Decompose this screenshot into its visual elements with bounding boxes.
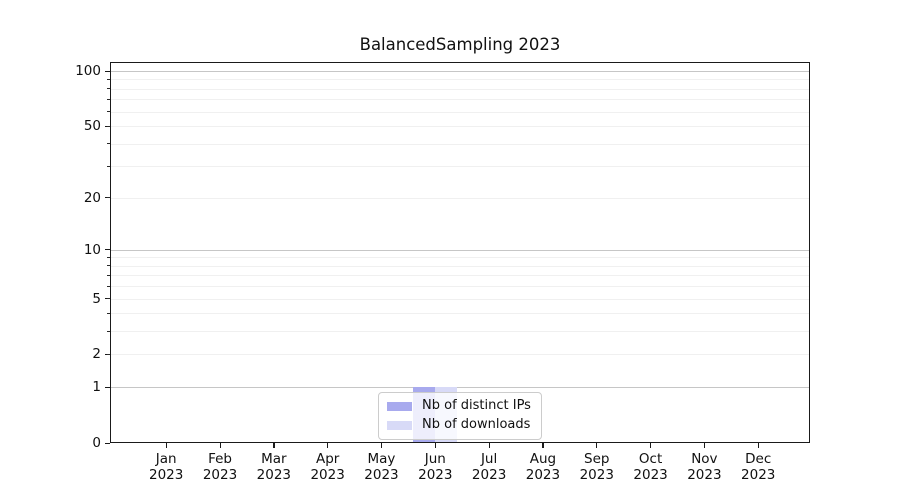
minor-gridline-70	[111, 99, 809, 101]
x-tick-label-apr: Apr 2023	[310, 451, 345, 483]
minor-gridline-9	[111, 257, 809, 259]
x-tick-jul	[488, 443, 490, 448]
minor-gridline-8	[111, 265, 809, 267]
minor-gridline-4	[111, 313, 809, 315]
distinct-ips-swatch-icon	[387, 401, 412, 411]
minor-gridline-30	[111, 166, 809, 168]
minor-gridline-90	[111, 79, 809, 81]
bar-layer	[111, 63, 809, 442]
y-tick-10	[105, 249, 110, 251]
minor-gridline-5	[111, 298, 809, 300]
y-minor-tick-50	[107, 125, 110, 127]
x-tick-apr	[327, 443, 329, 448]
chart-title: BalancedSampling 2023	[359, 35, 561, 54]
y-tick-label-5: 5	[92, 290, 101, 307]
x-tick-jan	[165, 443, 167, 448]
y-tick-label-10: 10	[83, 241, 101, 258]
x-tick-label-jul: Jul 2023	[471, 451, 507, 483]
y-minor-tick-7	[107, 274, 110, 276]
minor-gridline-3	[111, 331, 809, 333]
grid-layer	[111, 63, 809, 442]
y-tick-1	[105, 386, 110, 388]
legend-item-distinct-ips: Nb of distinct IPs	[387, 398, 531, 414]
x-tick-label-nov: Nov 2023	[687, 451, 722, 483]
x-tick-label-dec: Dec 2023	[741, 451, 776, 483]
y-minor-tick-70	[107, 98, 110, 100]
y-minor-tick-4	[107, 312, 110, 314]
x-tick-label-mar: Mar 2023	[256, 451, 291, 483]
plot-area: Nb of distinct IPs Nb of downloads	[110, 62, 810, 443]
x-tick-feb	[219, 443, 221, 448]
y-minor-tick-6	[107, 285, 110, 287]
minor-gridline-2	[111, 354, 809, 356]
major-gridline-10	[111, 249, 809, 251]
y-minor-tick-2	[107, 353, 110, 355]
downloads-swatch-icon	[387, 420, 412, 430]
x-tick-sep	[596, 443, 598, 448]
y-tick-label-50: 50	[83, 118, 101, 135]
y-minor-tick-8	[107, 265, 110, 267]
legend-label-downloads: Nb of downloads	[422, 417, 531, 432]
legend-label-distinct-ips: Nb of distinct IPs	[422, 398, 531, 413]
x-tick-label-may: May 2023	[364, 451, 399, 483]
y-minor-tick-60	[107, 111, 110, 113]
minor-gridline-80	[111, 88, 809, 90]
y-tick-label-1: 1	[92, 379, 101, 396]
major-gridline-100	[111, 71, 809, 72]
x-tick-may	[380, 443, 383, 448]
minor-gridline-60	[111, 111, 809, 113]
y-minor-tick-9	[107, 256, 110, 258]
y-minor-tick-30	[107, 165, 110, 167]
minor-gridline-50	[111, 126, 809, 128]
x-tick-aug	[542, 443, 544, 448]
y-minor-tick-40	[107, 143, 110, 145]
x-tick-label-jan: Jan 2023	[149, 451, 184, 483]
y-minor-tick-80	[107, 88, 110, 90]
y-minor-tick-3	[107, 330, 110, 332]
y-tick-label-100: 100	[75, 63, 101, 79]
y-tick-label-2: 2	[92, 346, 101, 363]
y-minor-tick-20	[107, 197, 110, 199]
x-tick-jun	[434, 443, 436, 448]
minor-gridline-7	[111, 275, 809, 277]
x-tick-oct	[650, 443, 652, 448]
y-tick-0	[105, 442, 110, 444]
y-minor-tick-90	[107, 78, 110, 80]
x-tick-label-jun: Jun 2023	[418, 451, 453, 483]
minor-gridline-40	[111, 143, 809, 145]
x-tick-nov	[703, 443, 706, 448]
legend-item-downloads: Nb of downloads	[387, 417, 531, 433]
major-gridline-1	[111, 387, 809, 389]
x-tick-mar	[273, 443, 275, 448]
minor-gridline-6	[111, 286, 809, 288]
x-tick-label-sep: Sep 2023	[579, 451, 614, 483]
x-tick-label-feb: Feb 2023	[202, 451, 238, 483]
y-minor-tick-5	[107, 298, 110, 300]
legend: Nb of distinct IPs Nb of downloads	[378, 392, 542, 440]
x-tick-dec	[757, 443, 759, 448]
minor-gridline-20	[111, 197, 809, 199]
y-tick-label-20: 20	[83, 189, 101, 206]
x-tick-label-oct: Oct 2023	[633, 451, 668, 483]
y-tick-label-0: 0	[92, 435, 101, 451]
y-tick-100	[105, 70, 110, 72]
x-tick-label-aug: Aug 2023	[525, 451, 561, 483]
